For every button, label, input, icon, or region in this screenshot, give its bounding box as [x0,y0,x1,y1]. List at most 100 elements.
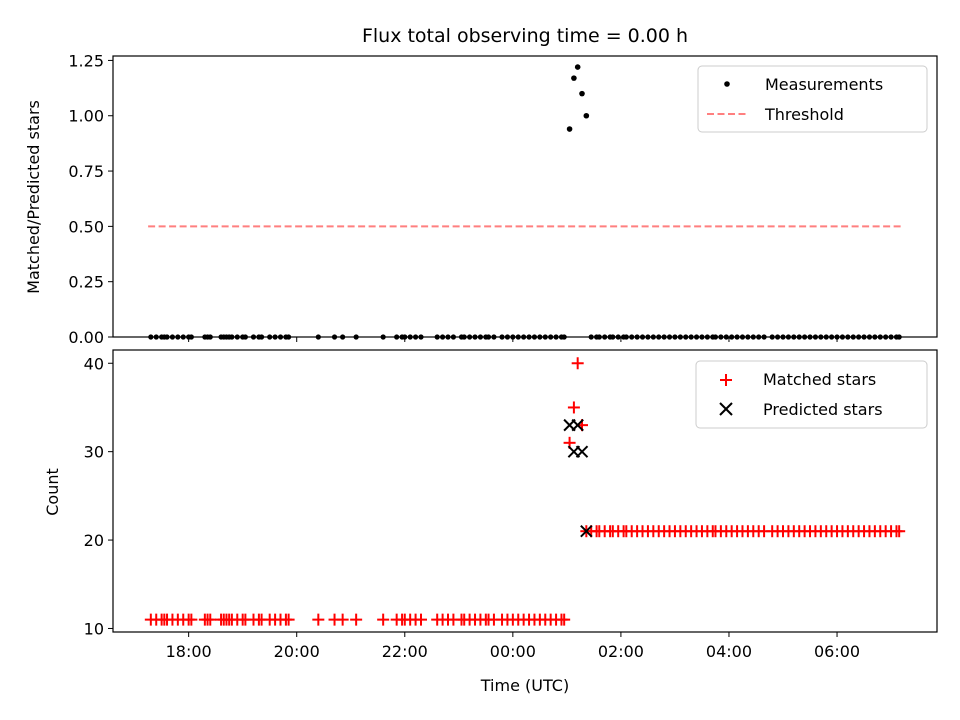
measurement-point [883,334,889,340]
legend-predicted-marker [719,402,733,416]
measurement-point [677,334,683,340]
measurement-point [610,334,616,340]
measurement-point [845,334,851,340]
bottom-legend: Matched stars Predicted stars [695,360,928,429]
measurement-point [445,334,451,340]
measurement-point [521,334,527,340]
measurement-point [286,334,292,340]
measurement-point [526,334,532,340]
predicted-star-point [571,418,584,432]
measurement-point [634,334,640,340]
measurement-point [477,334,484,340]
measurement-point [829,334,835,340]
measurement-point [258,334,265,340]
legend-measurements-marker [724,81,730,87]
y-tick-label: 1.00 [68,107,104,126]
matched-star-point [377,613,390,626]
matched-star-point [558,613,571,626]
measurement-point [866,334,873,340]
measurement-point [623,334,629,340]
measurement-point [229,334,235,340]
measurement-point [683,334,689,340]
measurement-point [834,334,840,340]
measurement-point [745,334,751,340]
measurement-point [818,334,824,340]
measurement-point [656,334,662,340]
matched-star-point [204,613,217,626]
measurement-point [353,334,359,340]
measurement-point [242,334,248,340]
measurement-point [861,334,867,340]
measurement-point [571,75,577,81]
x-axis-label: Time (UTC) [480,676,569,695]
measurement-point [504,334,511,340]
measurement-point [650,334,656,340]
measurement-point [418,334,424,340]
measurement-point [839,334,846,340]
measurement-point [718,334,724,340]
measurement-point [499,334,505,340]
measurement-point [461,334,467,340]
measurement-point [888,334,894,340]
measurement-point [412,334,419,340]
measurement-point [207,334,213,340]
matched-star-point [350,613,363,626]
measurement-point [756,334,762,340]
measurement-point [340,334,346,340]
matched-star-point [185,613,198,626]
bottom-panel: 10 20 30 40 18:00 20:00 22:00 00:00 02:00 04:00 0… [43,349,938,695]
matched-star-point [336,613,349,626]
x-tick-label: 02:00 [598,642,644,661]
top-y-axis-label: Matched/Predicted stars [24,100,43,294]
measurement-point [750,334,756,340]
measurement-point [712,334,719,340]
measurement-point [645,334,651,340]
measurement-point [734,334,740,340]
measurement-point [693,334,700,340]
measurement-point [234,334,240,340]
matched-star-point [571,357,584,370]
measurement-point [542,334,548,340]
measurement-point [699,334,705,340]
measurement-point [602,334,608,340]
predicted-star-point [580,525,593,538]
measurement-point [739,334,746,340]
measurement-point [666,334,673,340]
legend-threshold-label: Threshold [764,105,844,124]
measurement-point [561,334,567,340]
measurement-point [566,126,573,132]
measurement-point [169,334,176,340]
matched-star-point [414,613,427,626]
measurement-point [548,334,554,340]
measurement-point [796,334,802,340]
measurement-point [175,334,181,340]
measurement-point [440,334,446,340]
measurement-point [148,334,154,340]
x-tick-label: 20:00 [274,642,320,661]
measurement-point [467,334,473,340]
measurement-point [807,334,813,340]
x-tick-label: 18:00 [166,642,212,661]
measurement-point [331,334,338,340]
measurement-point [531,334,538,340]
bottom-plot-area [112,349,938,633]
measurement-point [277,334,284,340]
measurement-point [164,334,170,340]
measurement-point [791,334,797,340]
measurement-point [704,334,710,340]
measurement-point [315,334,321,340]
legend-matched-label: Matched stars [763,370,876,389]
measurement-point [856,334,862,340]
measurement-point [896,334,902,340]
measurement-point [596,334,602,340]
measurement-point [491,334,497,340]
y-tick-label: 40 [84,354,104,373]
measurement-point [780,334,786,340]
measurement-point [661,334,667,340]
measurement-point [579,90,585,97]
measurement-point [574,64,581,70]
measurement-point [485,334,492,340]
measurement-point [639,334,646,340]
measurement-point [537,334,543,340]
